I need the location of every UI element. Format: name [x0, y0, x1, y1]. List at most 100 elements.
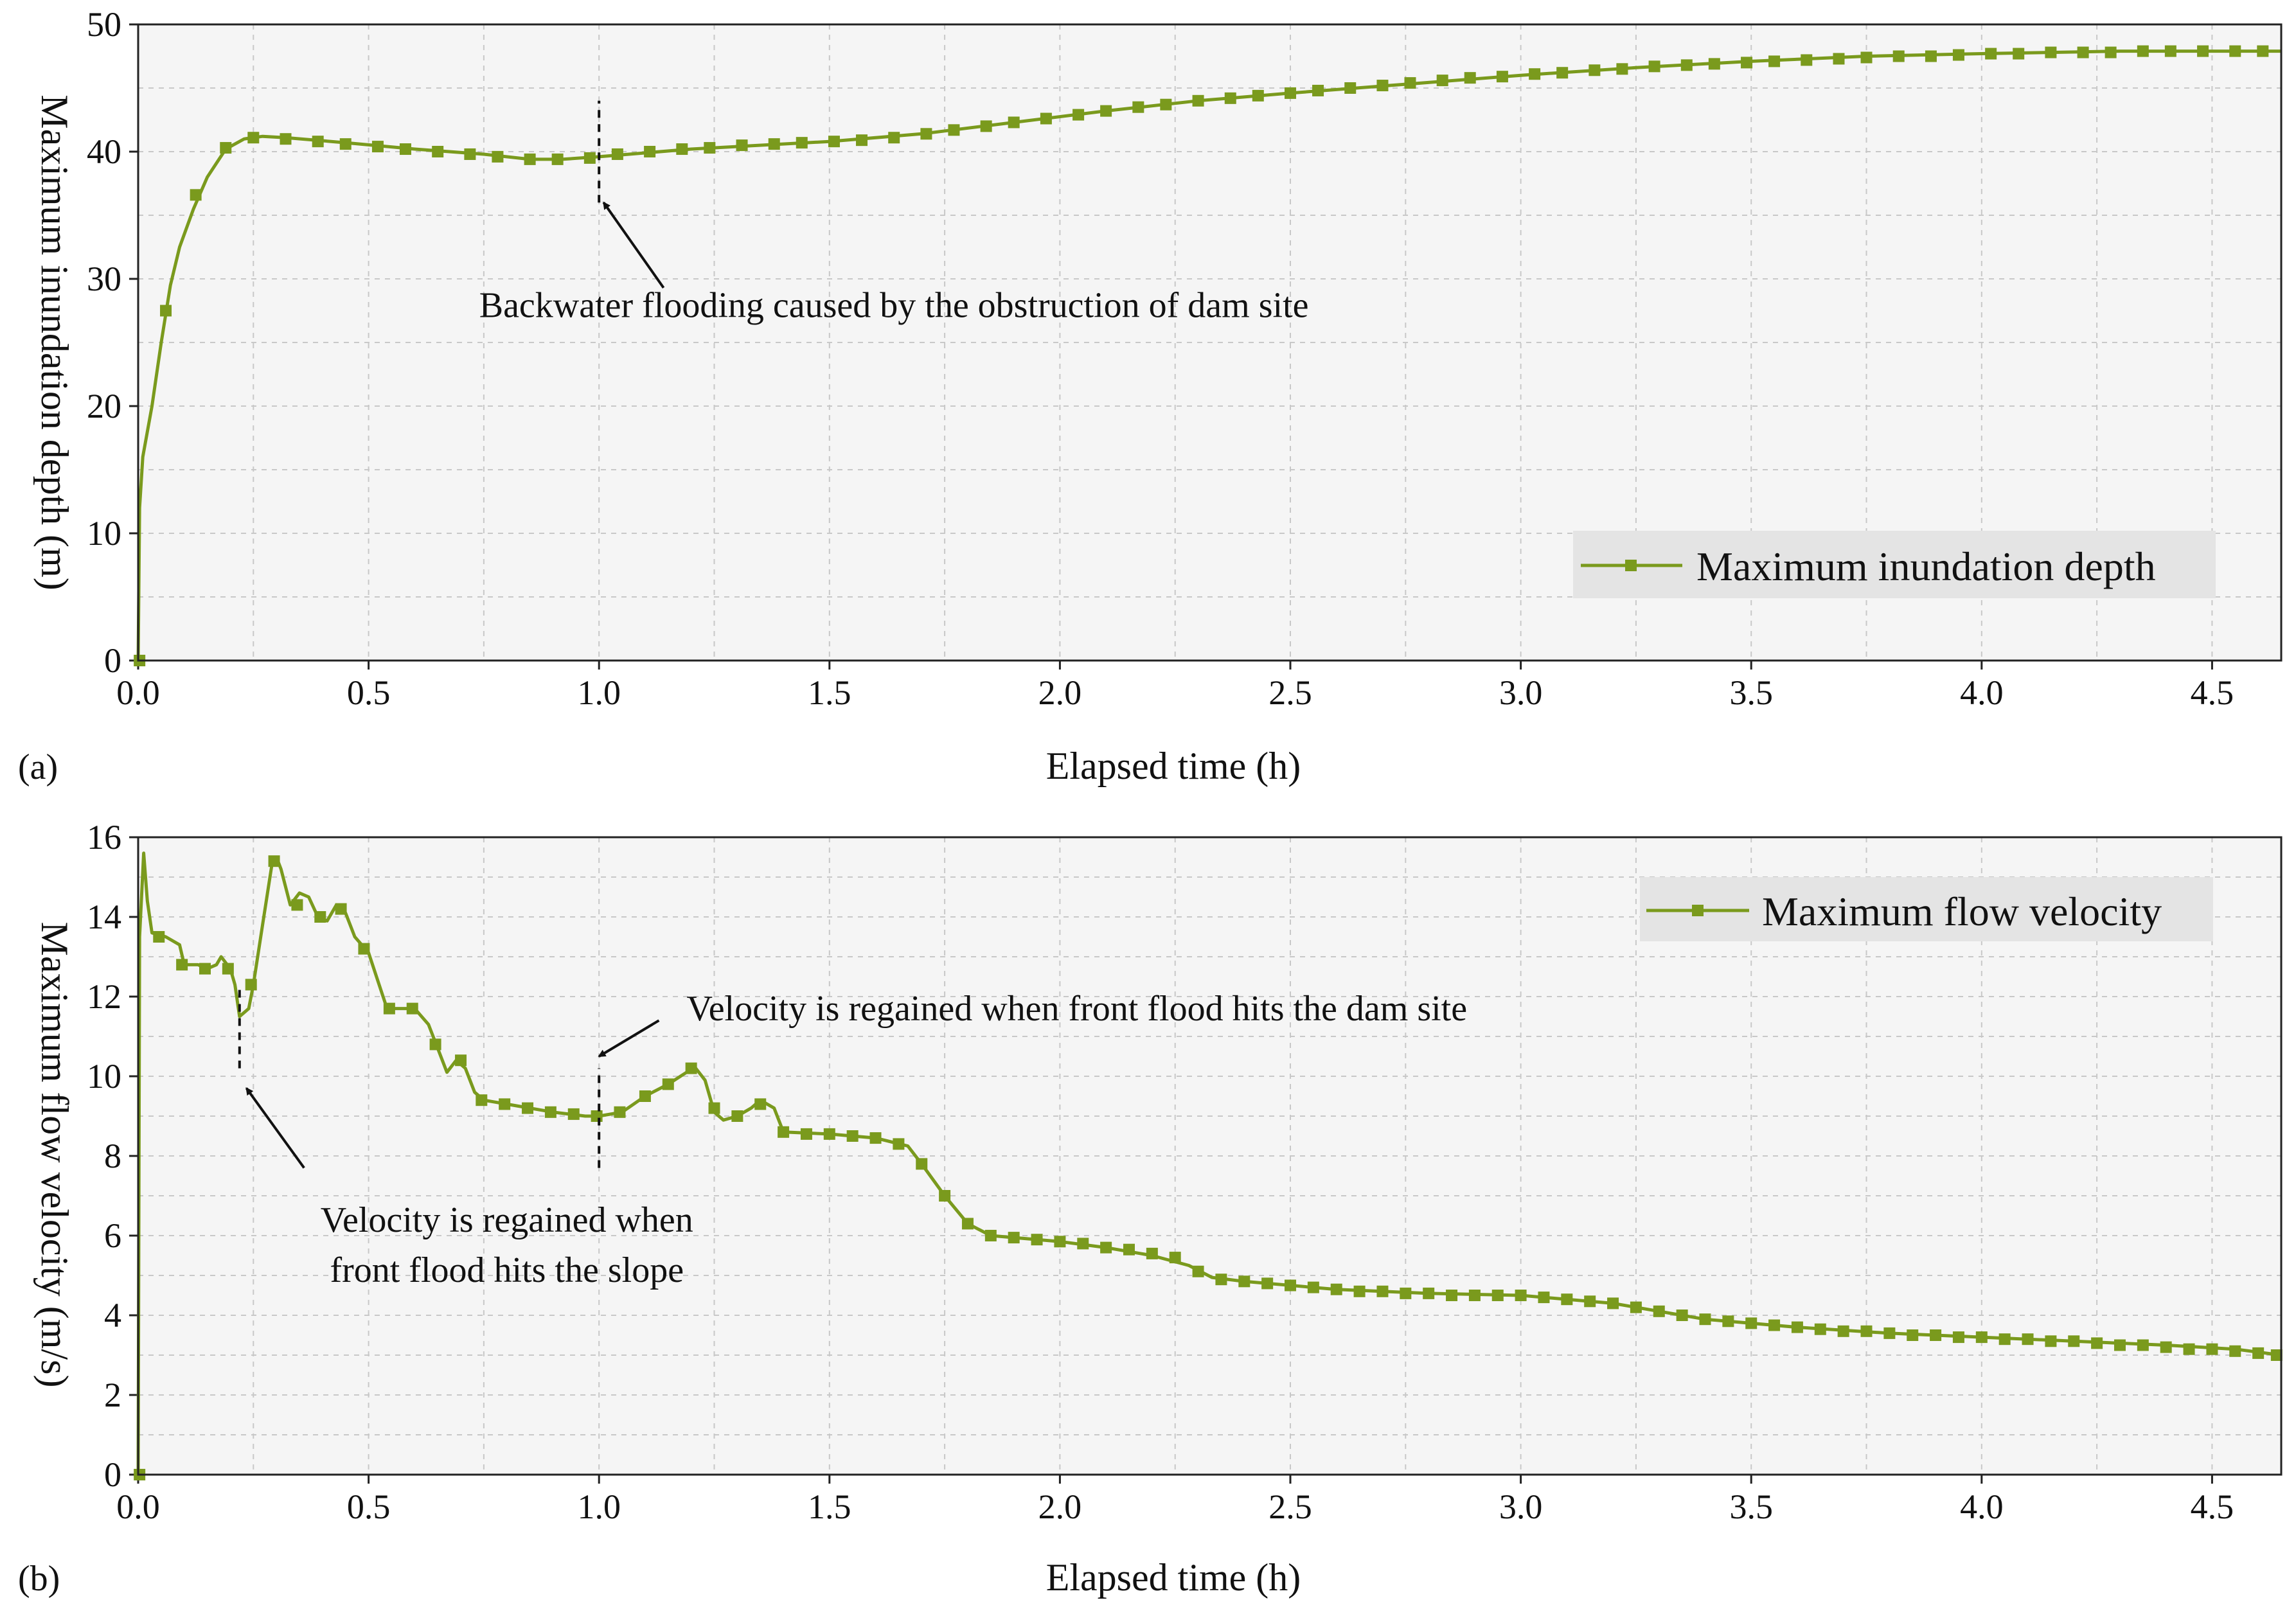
- panel-a-inundation-depth: 0.0 0.5 1.0 1.5 2.0 2.5 3.0 3.5 4.0 4.5 0 10 20 30 40 5…: [18, 5, 2283, 787]
- a-data-point: [1708, 58, 1720, 70]
- a-data-point: [312, 136, 324, 148]
- b-x-tick-label: 1.0: [577, 1487, 621, 1526]
- b-data-point: [1100, 1241, 1112, 1254]
- b-data-point: [846, 1130, 859, 1142]
- b-data-point: [1561, 1293, 1573, 1306]
- b-data-point: [2068, 1335, 2080, 1347]
- b-data-point: [1653, 1305, 1665, 1317]
- b-data-point: [522, 1102, 534, 1114]
- a-data-point: [524, 153, 536, 165]
- b-x-tick-label: 2.5: [1268, 1487, 1312, 1526]
- a-y-tick-label: 40: [87, 132, 121, 171]
- b-data-point: [1008, 1232, 1020, 1244]
- b-data-point: [754, 1098, 767, 1110]
- b-data-point: [1584, 1295, 1596, 1308]
- b-data-point: [1169, 1252, 1181, 1264]
- a-data-point: [464, 148, 476, 160]
- panel-b-frame: [137, 836, 2283, 1476]
- b-data-point: [1192, 1265, 1204, 1277]
- b-data-point: [2137, 1339, 2149, 1351]
- a-data-point: [1496, 71, 1508, 83]
- b-data-point: [1630, 1301, 1642, 1313]
- a-data-point: [247, 132, 260, 144]
- b-data-point: [383, 1002, 395, 1015]
- a-data-point: [1680, 59, 1693, 71]
- b-data-point: [176, 959, 188, 971]
- b-data-point: [1446, 1290, 1458, 1301]
- panel-b-x-axis-label: Elapsed time (h): [1046, 1556, 1301, 1599]
- a-data-point: [583, 152, 596, 164]
- a-data-point: [1132, 101, 1144, 113]
- b-annotation-text: Velocity is regained when: [321, 1200, 693, 1240]
- b-data-point: [1238, 1275, 1250, 1288]
- b-y-tick-label: 14: [87, 898, 121, 936]
- b-data-point: [1123, 1243, 1135, 1256]
- panel-b-legend: Maximum flow velocity: [1640, 877, 2213, 941]
- b-data-point: [199, 963, 211, 975]
- b-x-tick-label: 0.5: [347, 1487, 391, 1526]
- b-data-point: [1215, 1274, 1227, 1286]
- a-y-tick-label: 0: [104, 641, 121, 680]
- panel-a-y-axis-label: Maximum inundation depth (m): [33, 94, 76, 590]
- a-annotation-arrow: [602, 201, 665, 289]
- a-data-point: [856, 134, 868, 146]
- b-y-tick-label: 6: [104, 1216, 121, 1255]
- b-data-point: [567, 1108, 580, 1120]
- b-y-tick-label: 2: [104, 1376, 121, 1414]
- b-data-point: [1054, 1236, 1066, 1248]
- b-x-tick-label: 3.5: [1729, 1487, 1773, 1526]
- b-y-tick-label: 0: [104, 1455, 121, 1494]
- a-data-point: [2105, 46, 2117, 58]
- b-annotation-arrow: [598, 1019, 660, 1058]
- a-data-point: [399, 143, 411, 155]
- a-data-point: [1376, 80, 1389, 92]
- a-series-line: [136, 49, 2281, 661]
- a-x-tick-label: 4.5: [2191, 673, 2234, 712]
- b-x-tick-label: 3.0: [1499, 1487, 1543, 1526]
- a-data-point: [1801, 54, 1813, 66]
- a-data-point: [1768, 55, 1781, 67]
- a-data-point: [611, 148, 623, 160]
- a-data-point: [2164, 45, 2176, 57]
- b-data-point: [2160, 1341, 2172, 1353]
- b-data-point: [1491, 1290, 1504, 1301]
- b-data-point: [1860, 1325, 1873, 1337]
- a-data-point: [1436, 75, 1448, 87]
- b-y-tick-label: 12: [87, 977, 121, 1016]
- panel-b-axis-ticks: 0.0 0.5 1.0 1.5 2.0 2.5 3.0 3.5 4.0 4.5 0 2 4 6 8 10 12 1…: [87, 818, 2234, 1526]
- b-data-point: [1745, 1317, 1758, 1329]
- b-data-point: [245, 979, 257, 991]
- b-data-point: [222, 963, 234, 975]
- b-data-point: [731, 1110, 743, 1122]
- b-data-point: [455, 1054, 467, 1067]
- a-data-point: [948, 124, 960, 136]
- b-data-point: [1468, 1290, 1481, 1301]
- b-data-point: [1261, 1277, 1274, 1290]
- panel-a-legend: Maximum inundation depth: [1573, 531, 2216, 598]
- b-annotation-text: front flood hits the slope: [330, 1250, 684, 1290]
- a-data-point: [1160, 98, 1172, 111]
- panel-a-frame: [137, 23, 2283, 662]
- a-data-point: [888, 132, 900, 144]
- panel-b-label: (b): [18, 1559, 60, 1599]
- b-data-point: [662, 1078, 674, 1090]
- a-data-point: [2045, 46, 2057, 58]
- panel-a-legend-label: Maximum inundation depth: [1696, 544, 2156, 589]
- b-data-point: [893, 1138, 905, 1150]
- a-x-tick-label: 2.5: [1268, 673, 1312, 712]
- a-x-tick-label: 1.0: [577, 673, 621, 712]
- b-data-point: [499, 1098, 511, 1110]
- a-data-point: [1072, 109, 1085, 121]
- b-data-point: [639, 1090, 651, 1102]
- b-data-point: [800, 1128, 812, 1140]
- b-data-point: [2206, 1343, 2218, 1355]
- b-data-point: [1975, 1331, 1988, 1344]
- a-data-point: [220, 142, 232, 154]
- a-data-point: [2197, 45, 2209, 57]
- a-data-point: [432, 146, 444, 157]
- panel-a-axis-ticks: 0.0 0.5 1.0 1.5 2.0 2.5 3.0 3.5 4.0 4.5 0 10 20 30 40 5…: [87, 5, 2234, 712]
- a-y-tick-label: 50: [87, 5, 121, 44]
- a-x-tick-label: 1.5: [808, 673, 851, 712]
- a-data-point: [1741, 57, 1753, 69]
